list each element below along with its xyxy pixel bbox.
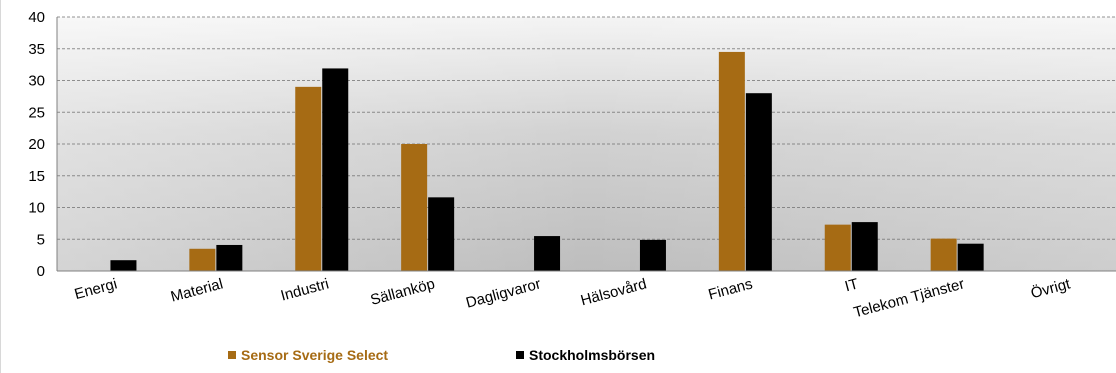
legend-label-series-2: Stockholmsbörsen	[529, 347, 656, 363]
x-tick-label: Övrigt	[1029, 274, 1073, 302]
x-tick-label: Energi	[73, 275, 119, 303]
legend-swatch-series-1	[228, 351, 236, 359]
gridlines	[57, 16, 1116, 240]
bars	[110, 51, 984, 271]
x-tick-label: Hälsovård	[579, 275, 649, 309]
bar-series-2-5	[639, 239, 666, 271]
y-tick-label: 0	[37, 263, 45, 280]
y-tick-label: 40	[28, 9, 45, 26]
bar-series-1-8	[930, 238, 957, 271]
y-tick-label: 20	[28, 136, 45, 153]
y-tick-labels: 0 5 10 15 20 25 30 35 40	[28, 9, 45, 280]
left-border	[0, 0, 1, 373]
bar-series-2-1	[216, 244, 243, 271]
x-tick-label: Industri	[279, 275, 331, 304]
bar-series-1-6	[718, 51, 745, 271]
bar-series-1-1	[189, 248, 216, 271]
bar-series-1-3	[401, 144, 428, 271]
legend: Sensor Sverige Select Stockholmsbörsen	[0, 347, 1116, 367]
legend-swatch-series-2	[516, 351, 524, 359]
x-tick-label: Finans	[706, 275, 754, 303]
bar-series-2-0	[110, 260, 137, 271]
bar-series-2-6	[745, 93, 772, 271]
y-tick-label: 15	[28, 168, 45, 185]
x-tick-label: Sällanköp	[369, 275, 437, 308]
bar-series-2-2	[322, 68, 349, 271]
y-tick-label: 30	[28, 73, 45, 90]
y-tick-label: 5	[37, 231, 45, 248]
y-tick-label: 10	[28, 200, 45, 217]
x-tick-labels: Energi Material Industri Sällanköp Dagligvar…	[73, 274, 1073, 321]
bar-series-2-7	[851, 222, 878, 271]
legend-item-series-2: Stockholmsbörsen	[516, 347, 655, 363]
legend-label-series-1: Sensor Sverige Select	[241, 347, 389, 363]
x-tick-label: Dagligvaror	[464, 275, 542, 311]
bar-series-2-3	[428, 197, 455, 271]
y-tick-label: 25	[28, 104, 45, 121]
legend-item-series-1: Sensor Sverige Select	[228, 347, 388, 363]
x-tick-label: Material	[169, 275, 225, 305]
x-tick-label: Telekom Tjänster	[852, 275, 966, 321]
bar-series-2-8	[957, 243, 984, 271]
x-tick-label: IT	[843, 275, 860, 295]
y-tick-label: 35	[28, 41, 45, 58]
bar-series-2-4	[534, 236, 561, 271]
bar-series-1-7	[824, 224, 851, 271]
bar-series-1-2	[295, 86, 322, 271]
